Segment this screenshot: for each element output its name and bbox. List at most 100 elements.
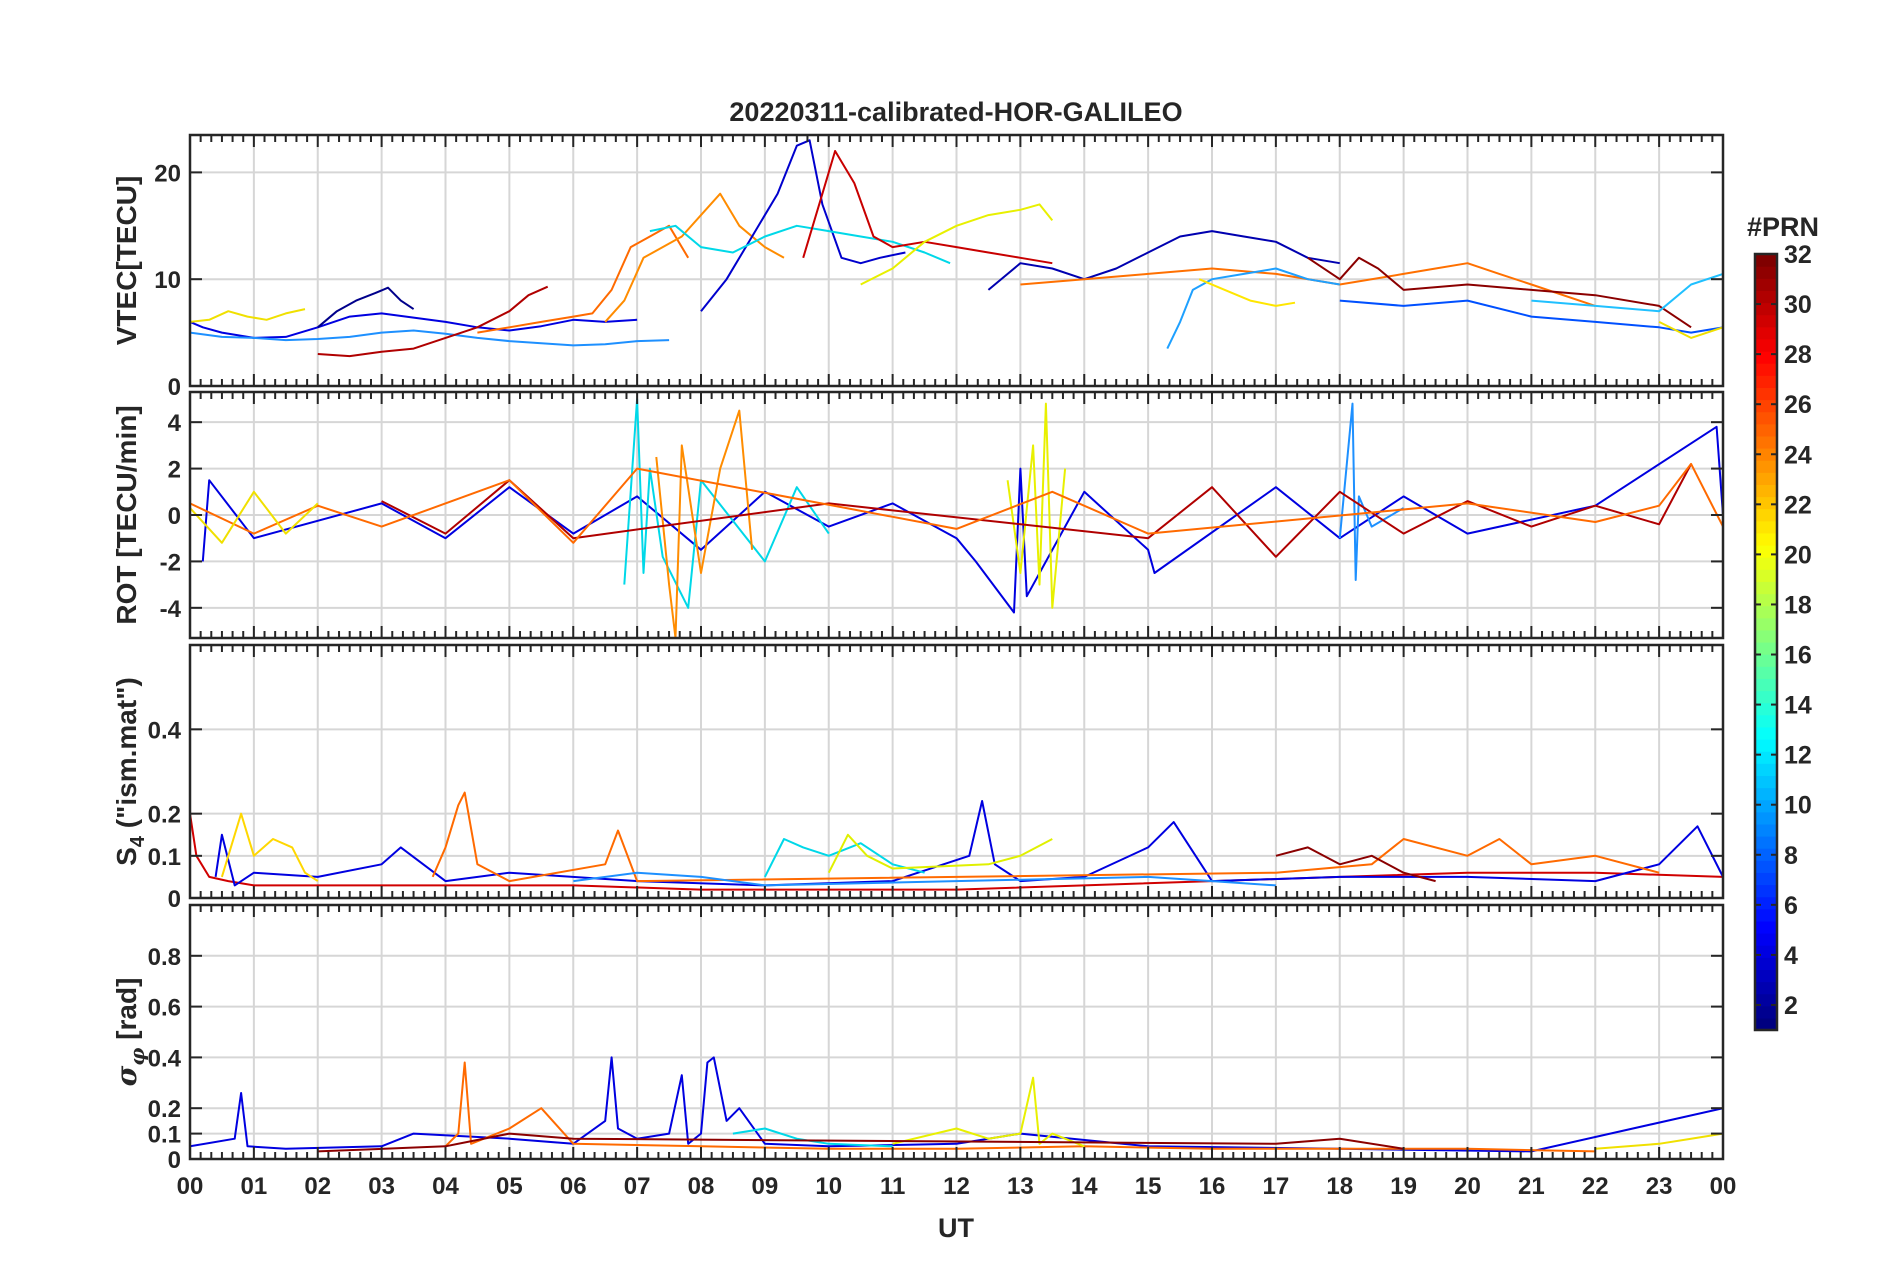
- series-line-prn-25: [444, 1061, 1596, 1153]
- colorbar-segment: [1755, 642, 1777, 655]
- x-tick-label: 10: [815, 1173, 842, 1200]
- colorbar-segment: [1755, 423, 1777, 437]
- series-line-prn-19: [892, 1076, 1085, 1148]
- colorbar-tick-label: 16: [1784, 642, 1812, 670]
- colorbar-segment: [1755, 666, 1777, 679]
- colorbar-segment: [1755, 326, 1777, 340]
- colorbar-segment: [1755, 387, 1777, 401]
- colorbar-tick-label: 20: [1784, 541, 1812, 569]
- x-tick-label: 09: [752, 1173, 779, 1200]
- series-group: [190, 398, 1723, 638]
- colorbar-segment: [1755, 714, 1777, 728]
- colorbar-segment: [1755, 484, 1777, 498]
- series-line-prn-9: [190, 329, 670, 347]
- colorbar-segment: [1755, 884, 1777, 898]
- colorbar-tick-label: 28: [1784, 341, 1812, 369]
- colorbar-segment: [1755, 908, 1777, 922]
- y-axis-label-s4: S4 ("ism.mat"): [111, 677, 149, 866]
- colorbar-segment: [1755, 848, 1777, 861]
- x-tick-label: 14: [1071, 1173, 1098, 1200]
- colorbar-segment: [1755, 363, 1777, 376]
- series-line-prn-26: [477, 224, 690, 334]
- colorbar-segment: [1755, 933, 1777, 946]
- series-line-prn-2: [317, 286, 415, 329]
- y-tick-label: 0: [168, 503, 181, 530]
- series-line-prn-30: [1307, 256, 1692, 329]
- colorbar-segment: [1755, 702, 1777, 716]
- y-tick-label: 0.1: [148, 844, 181, 871]
- series-line-prn-24: [655, 409, 754, 638]
- colorbar-segment: [1755, 896, 1777, 910]
- colorbar-segment: [1755, 751, 1777, 764]
- x-tick-label: 06: [560, 1173, 587, 1200]
- colorbar-segment: [1755, 496, 1777, 510]
- colorbar-segment: [1755, 290, 1777, 304]
- colorbar-segment: [1755, 520, 1777, 534]
- colorbar-segment: [1755, 411, 1777, 425]
- y-tick-label: 0: [168, 1147, 181, 1174]
- panel-s4: 0 0.1 0.2 0.4S4 ("ism.mat"): [111, 643, 1725, 913]
- colorbar-segment: [1755, 545, 1777, 558]
- y-tick-label: 10: [154, 267, 181, 294]
- colorbar-segment: [1755, 690, 1777, 704]
- panel-rot: -4 -2 0 2 4 ROT [TECU/min]: [111, 390, 1725, 640]
- panel-vtec: 0 10 20 VTEC[TECU]: [111, 133, 1725, 401]
- colorbar-segment: [1755, 945, 1777, 958]
- colorbar-tick-label: 32: [1784, 241, 1812, 269]
- series-line-prn-10: [1166, 267, 1340, 350]
- series-line-prn-30: [317, 1132, 1404, 1153]
- colorbar-segment: [1755, 678, 1777, 692]
- colorbar-tick-label: 2: [1784, 992, 1798, 1020]
- y-tick-label: 0.2: [148, 1096, 181, 1123]
- colorbar-segment: [1755, 569, 1777, 582]
- axes-box: [188, 903, 1725, 1161]
- axes-box: [188, 133, 1725, 388]
- colorbar-tick-label: 14: [1784, 692, 1812, 720]
- series-line-prn-5: [214, 800, 1723, 887]
- x-tick-label: 02: [304, 1173, 331, 1200]
- colorbar-segment: [1755, 1017, 1777, 1031]
- series-line-prn-19: [827, 833, 1053, 874]
- x-tick-label: 22: [1582, 1173, 1609, 1200]
- series-line-prn-12: [1531, 272, 1723, 313]
- series-line-prn-20: [220, 812, 319, 882]
- x-tick-label: 11: [880, 1173, 905, 1200]
- series-line-prn-4: [987, 230, 1340, 291]
- colorbar-tick-label: 6: [1784, 892, 1798, 920]
- colorbar-tick-label: 4: [1784, 942, 1798, 970]
- colorbar-segment: [1755, 375, 1777, 388]
- y-axis-label-sigma_phi: σφ [rad]: [110, 978, 149, 1087]
- colorbar-segment: [1755, 302, 1777, 316]
- y-tick-label: 20: [154, 160, 181, 187]
- x-tick-label: 12: [943, 1173, 970, 1200]
- axes-box: [188, 643, 1725, 900]
- colorbar-segment: [1755, 787, 1777, 801]
- colorbar-segment: [1755, 448, 1777, 461]
- series-line-prn-25: [1020, 262, 1596, 307]
- series-line-prn-6: [201, 425, 1723, 614]
- y-tick-label: -2: [160, 549, 181, 576]
- colorbar-tick-label: 8: [1784, 842, 1798, 870]
- colorbar-segment: [1755, 811, 1777, 825]
- colorbar-segment: [1755, 435, 1777, 449]
- colorbar-segment: [1755, 726, 1777, 740]
- series-line-prn-29: [802, 150, 1053, 265]
- colorbar-segment: [1755, 860, 1777, 873]
- colorbar-segment: [1755, 957, 1777, 970]
- series-line-prn-10: [1338, 402, 1405, 581]
- colorbar-segment: [1755, 605, 1777, 619]
- x-tick-label: 13: [1007, 1173, 1034, 1200]
- colorbar-segment: [1755, 278, 1777, 291]
- x-tick-label: 15: [1135, 1173, 1162, 1200]
- series-line-prn-31: [317, 285, 549, 358]
- colorbar-tick-label: 10: [1784, 792, 1812, 820]
- y-tick-label: 2: [168, 457, 181, 484]
- series-line-prn-21: [190, 490, 319, 544]
- colorbar-segment: [1755, 532, 1777, 546]
- series-line-prn-3: [190, 312, 638, 339]
- x-tick-label: 16: [1199, 1173, 1226, 1200]
- colorbar-tick-label: 22: [1784, 491, 1812, 519]
- colorbar-tick-label: 30: [1784, 291, 1812, 319]
- x-tick-label: 23: [1646, 1173, 1673, 1200]
